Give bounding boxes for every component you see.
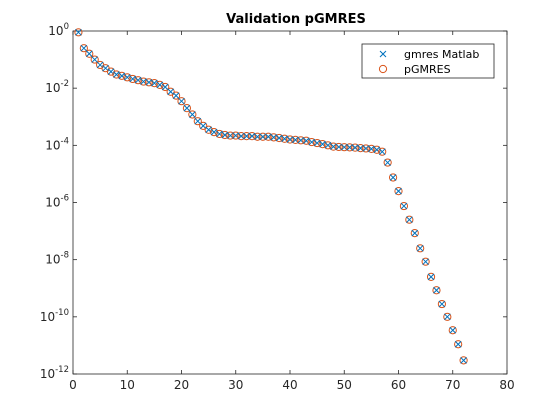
plot-area — [73, 31, 507, 374]
x-tick-label: 40 — [282, 378, 297, 392]
x-tick-label: 20 — [174, 378, 189, 392]
x-tick-label: 10 — [120, 378, 135, 392]
x-tick-label: 80 — [499, 378, 514, 392]
x-tick-label: 30 — [228, 378, 243, 392]
axes-box — [73, 31, 507, 374]
legend: gmres Matlab pGMRES — [362, 44, 494, 78]
legend-label-gmres-matlab: gmres Matlab — [404, 48, 479, 61]
legend-label-pgmres: pGMRES — [404, 63, 451, 76]
x-tick-label: 70 — [445, 378, 460, 392]
x-tick-label: 50 — [337, 378, 352, 392]
x-tick-label: 0 — [69, 378, 77, 392]
chart-title: Validation pGMRES — [226, 12, 366, 27]
x-tick-label: 60 — [391, 378, 406, 392]
